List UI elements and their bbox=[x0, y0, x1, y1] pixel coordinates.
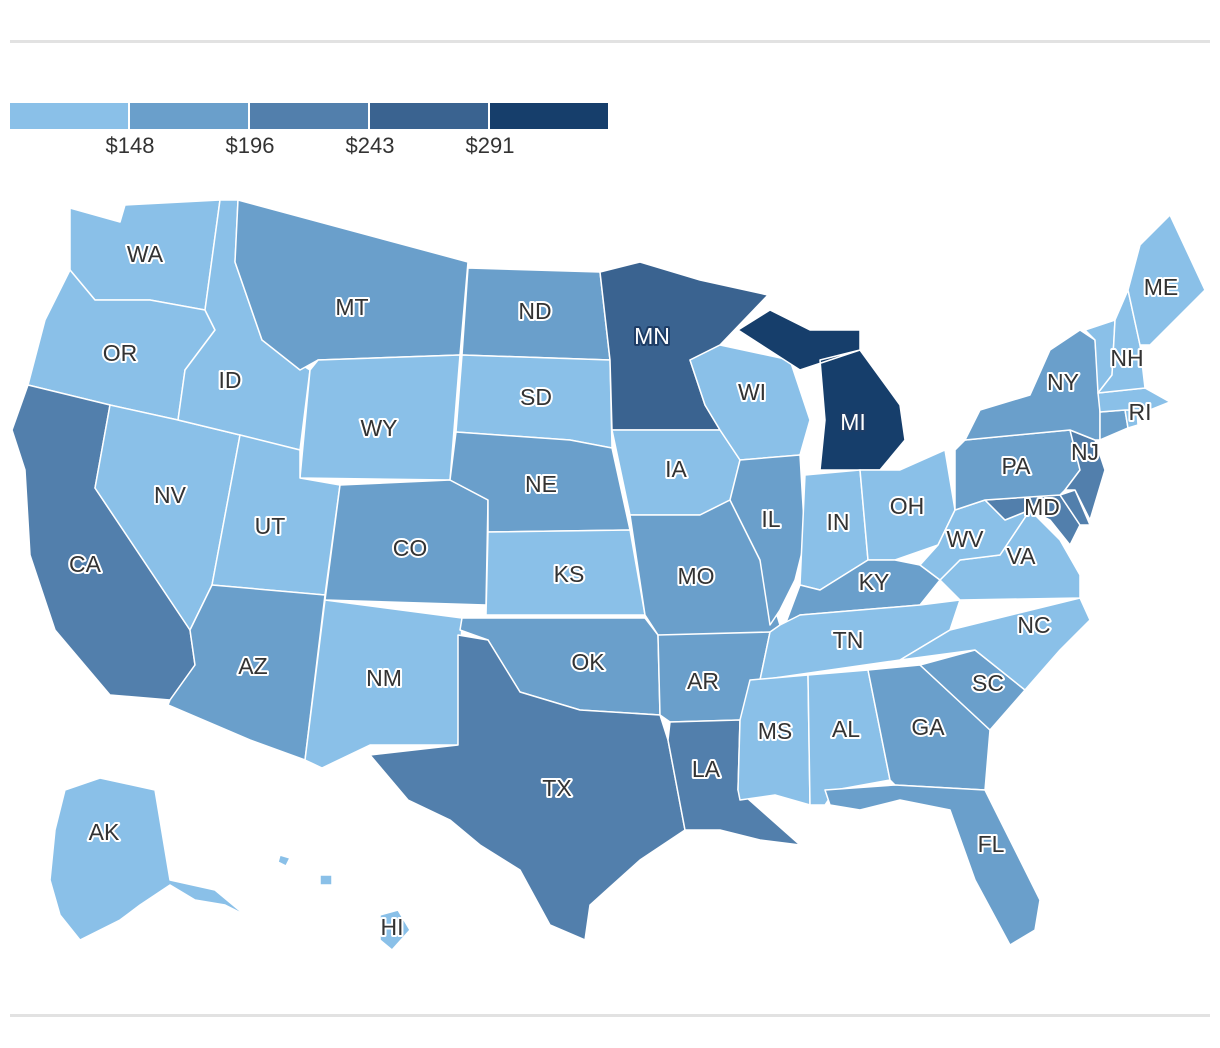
state-label-nv: NV bbox=[154, 482, 187, 508]
state-label-nd: ND bbox=[518, 298, 551, 324]
state-label-mn: MN bbox=[634, 323, 670, 349]
state-label-sd: SD bbox=[520, 384, 552, 410]
state-label-ok: OK bbox=[571, 649, 605, 675]
state-label-mt: MT bbox=[335, 294, 368, 320]
state-label-wi: WI bbox=[738, 379, 766, 405]
state-ny[interactable] bbox=[964, 329, 1101, 441]
state-label-id: ID bbox=[219, 367, 242, 393]
legend-swatch-2 bbox=[130, 103, 248, 129]
state-label-ms: MS bbox=[758, 718, 793, 744]
state-wy[interactable] bbox=[299, 354, 461, 481]
state-me[interactable] bbox=[1127, 214, 1206, 346]
legend-swatch-1 bbox=[10, 103, 128, 129]
state-label-ga: GA bbox=[911, 714, 945, 740]
state-label-ak: AK bbox=[89, 819, 120, 845]
state-il[interactable] bbox=[729, 454, 806, 626]
state-label-wv: WV bbox=[946, 526, 984, 552]
state-label-ne: NE bbox=[525, 471, 557, 497]
state-label-ks: KS bbox=[554, 561, 585, 587]
state-label-nj: NJ bbox=[1071, 439, 1099, 465]
state-label-me: ME bbox=[1144, 274, 1179, 300]
state-label-ky: KY bbox=[859, 569, 890, 595]
state-ma[interactable] bbox=[1097, 387, 1171, 413]
state-fl[interactable] bbox=[824, 784, 1041, 946]
state-label-mo: MO bbox=[677, 563, 714, 589]
legend-swatch-5 bbox=[490, 103, 608, 129]
legend-swatch-4 bbox=[370, 103, 488, 129]
state-label-tx: TX bbox=[542, 775, 571, 801]
state-mi[interactable] bbox=[737, 309, 906, 471]
legend-swatch-3 bbox=[250, 103, 368, 129]
legend-tick-1: $148 bbox=[105, 133, 155, 158]
state-label-in: IN bbox=[827, 509, 850, 535]
state-label-md: MD bbox=[1024, 494, 1060, 520]
state-label-sc: SC bbox=[972, 670, 1004, 696]
state-label-va: VA bbox=[1007, 543, 1037, 569]
state-label-nh: NH bbox=[1110, 345, 1143, 371]
state-nc[interactable] bbox=[899, 597, 1091, 691]
state-label-ny: NY bbox=[1047, 369, 1079, 395]
color-legend: $148 $196 $243 $291 bbox=[10, 103, 610, 163]
state-label-la: LA bbox=[692, 756, 721, 782]
state-label-wa: WA bbox=[127, 241, 164, 267]
bottom-divider bbox=[10, 1014, 1210, 1017]
state-label-ca: CA bbox=[69, 551, 102, 577]
state-hi[interactable] bbox=[277, 854, 411, 951]
state-de[interactable] bbox=[1059, 489, 1091, 526]
state-label-ar: AR bbox=[687, 668, 719, 694]
state-mt[interactable] bbox=[234, 199, 469, 371]
state-label-oh: OH bbox=[890, 493, 925, 519]
state-label-mi: MI bbox=[840, 409, 866, 435]
state-label-al: AL bbox=[832, 716, 860, 742]
state-label-ia: IA bbox=[665, 456, 687, 482]
state-label-nm: NM bbox=[366, 665, 402, 691]
state-label-or: OR bbox=[103, 340, 138, 366]
state-label-nc: NC bbox=[1017, 612, 1050, 638]
legend-tick-3: $243 bbox=[345, 133, 395, 158]
legend-tick-4: $291 bbox=[465, 133, 515, 158]
state-label-wy: WY bbox=[360, 415, 397, 441]
state-label-hi: HI bbox=[381, 914, 404, 940]
state-label-pa: PA bbox=[1002, 453, 1032, 479]
state-label-ri: RI bbox=[1129, 399, 1152, 425]
state-tx[interactable] bbox=[369, 634, 686, 941]
state-ct[interactable] bbox=[1099, 409, 1129, 441]
top-divider bbox=[10, 40, 1210, 43]
state-label-fl: FL bbox=[978, 831, 1005, 857]
state-label-il: IL bbox=[761, 506, 780, 532]
state-label-co: CO bbox=[393, 535, 428, 561]
state-label-tn: TN bbox=[833, 627, 864, 653]
state-nj[interactable] bbox=[1064, 429, 1106, 521]
state-ak[interactable] bbox=[49, 777, 246, 941]
state-label-az: AZ bbox=[238, 653, 267, 679]
state-label-ut: UT bbox=[255, 513, 286, 539]
legend-tick-2: $196 bbox=[225, 133, 275, 158]
